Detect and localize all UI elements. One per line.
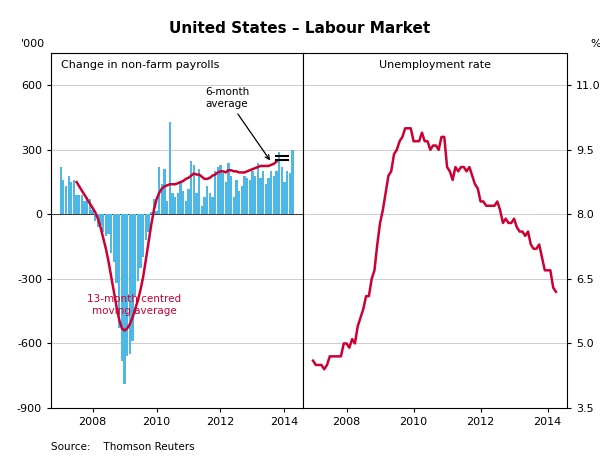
Text: Change in non-farm payrolls: Change in non-farm payrolls — [61, 60, 220, 70]
Bar — [275, 171, 278, 214]
Bar — [68, 176, 70, 214]
Bar — [59, 167, 62, 214]
Bar — [150, 212, 152, 214]
Bar — [222, 173, 224, 214]
Bar — [254, 176, 256, 214]
Bar — [227, 163, 230, 214]
Bar — [278, 152, 280, 214]
Bar — [238, 191, 240, 214]
Bar — [225, 182, 227, 214]
Bar — [177, 193, 179, 214]
Bar — [118, 214, 121, 328]
Bar — [289, 173, 291, 214]
Bar — [241, 186, 243, 214]
Bar — [185, 201, 187, 214]
Bar — [115, 214, 118, 283]
Bar — [65, 186, 67, 214]
Bar — [121, 214, 123, 361]
Bar — [94, 214, 97, 221]
Bar — [145, 214, 147, 240]
Bar — [193, 165, 195, 214]
Text: Source:    Thomson Reuters: Source: Thomson Reuters — [51, 442, 194, 452]
Bar — [134, 214, 136, 296]
Text: 6-month
average: 6-month average — [205, 87, 269, 160]
Bar — [262, 171, 264, 214]
Bar — [292, 150, 293, 214]
Text: '000: '000 — [21, 40, 45, 49]
Bar — [172, 193, 173, 214]
Bar — [259, 178, 262, 214]
Bar — [230, 176, 232, 214]
Bar — [158, 167, 160, 214]
Bar — [203, 197, 206, 214]
Bar — [201, 206, 203, 214]
Bar — [78, 195, 80, 214]
Bar — [131, 214, 134, 341]
Bar — [257, 163, 259, 214]
Bar — [155, 211, 158, 214]
Bar — [286, 171, 288, 214]
Bar — [233, 197, 235, 214]
Bar — [220, 165, 221, 214]
Bar — [113, 214, 115, 262]
Bar — [190, 160, 192, 214]
Bar — [283, 182, 286, 214]
Bar — [211, 197, 214, 214]
Bar — [86, 197, 88, 214]
Bar — [206, 186, 208, 214]
Bar — [217, 167, 219, 214]
Bar — [153, 199, 155, 214]
Bar — [166, 201, 168, 214]
Bar — [70, 182, 73, 214]
Bar — [249, 180, 251, 214]
Bar — [268, 178, 269, 214]
Text: 13-month centred
moving average: 13-month centred moving average — [87, 294, 181, 316]
Bar — [273, 176, 275, 214]
Bar — [89, 199, 91, 214]
Bar — [196, 193, 197, 214]
Bar — [129, 214, 131, 354]
Bar — [246, 178, 248, 214]
Bar — [161, 184, 163, 214]
Bar — [83, 201, 86, 214]
Bar — [110, 214, 112, 253]
Bar — [139, 214, 142, 268]
Bar — [105, 214, 107, 236]
Bar — [148, 214, 149, 231]
Text: %: % — [590, 40, 600, 49]
Bar — [265, 184, 267, 214]
Bar — [209, 193, 211, 214]
Bar — [214, 171, 216, 214]
Bar — [270, 171, 272, 214]
Bar — [102, 214, 104, 231]
Bar — [91, 210, 94, 214]
Bar — [235, 180, 238, 214]
Bar — [137, 214, 139, 281]
Bar — [62, 180, 64, 214]
Text: Unemployment rate: Unemployment rate — [379, 60, 491, 70]
Bar — [187, 189, 190, 214]
Text: United States – Labour Market: United States – Labour Market — [169, 21, 431, 36]
Bar — [107, 214, 110, 234]
Bar — [174, 197, 176, 214]
Bar — [76, 195, 77, 214]
Bar — [81, 195, 83, 214]
Bar — [281, 167, 283, 214]
Bar — [100, 214, 101, 225]
Bar — [198, 169, 200, 214]
Bar — [169, 122, 171, 214]
Bar — [179, 182, 182, 214]
Bar — [124, 214, 125, 384]
Bar — [251, 171, 254, 214]
Bar — [244, 176, 245, 214]
Bar — [73, 180, 75, 214]
Bar — [142, 214, 144, 257]
Bar — [182, 191, 184, 214]
Bar — [97, 214, 99, 227]
Bar — [126, 214, 128, 356]
Bar — [163, 169, 166, 214]
